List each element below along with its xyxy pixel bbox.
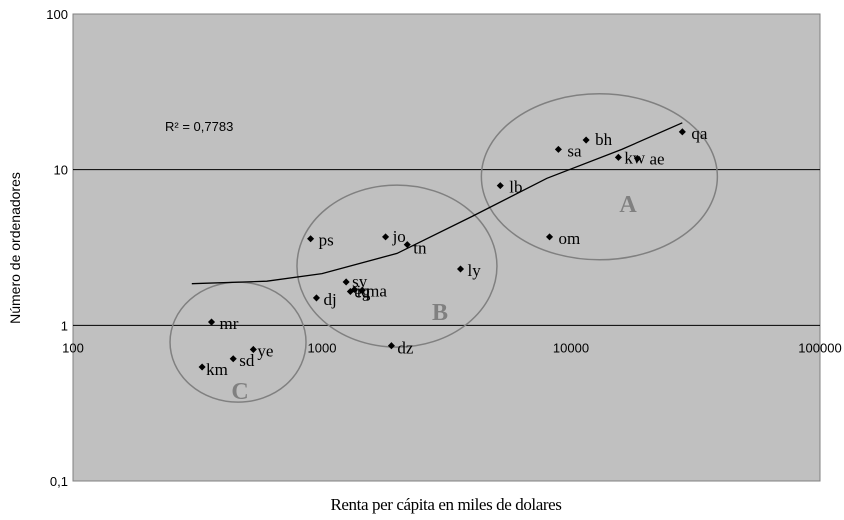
data-point-sd — [229, 355, 237, 363]
point-label-bh: bh — [595, 130, 613, 149]
data-point-dj — [312, 294, 320, 302]
x-tick-label: 100000 — [798, 340, 841, 355]
x-tick-label: 10000 — [553, 340, 589, 355]
x-tick-label: 100 — [62, 340, 84, 355]
point-label-km: km — [206, 360, 228, 379]
data-point-ly — [456, 265, 465, 273]
point-label-dz: dz — [397, 339, 414, 358]
y-tick-label: 0,1 — [50, 474, 68, 489]
point-label-sd: sd — [239, 351, 255, 370]
data-point-sa — [554, 145, 562, 153]
data-point-bh — [582, 136, 590, 144]
group-label-a: A — [619, 192, 637, 218]
point-label-ps: ps — [319, 231, 334, 250]
data-point-jo — [382, 233, 390, 241]
plot-area — [72, 13, 821, 482]
data-point-lb — [496, 182, 504, 190]
data-point-qa — [678, 128, 686, 136]
point-label-ye: ye — [257, 341, 273, 360]
point-label-ae: ae — [650, 149, 665, 168]
point-label-lb: lb — [509, 178, 522, 197]
y-tick-label: 1 — [61, 318, 68, 333]
group-ellipse-b — [296, 184, 498, 348]
y-tick-label: 10 — [54, 163, 68, 178]
data-point-sy — [342, 278, 350, 286]
point-label-ma: ma — [366, 281, 387, 300]
data-point-mr — [207, 318, 216, 326]
data-point-kw — [614, 153, 622, 161]
group-label-b: B — [432, 300, 448, 326]
x-axis-title: Renta per cápita en miles de dolares — [330, 495, 561, 514]
data-point-tn — [403, 241, 411, 249]
data-point-dz — [387, 342, 395, 350]
point-label-sa: sa — [567, 141, 582, 160]
point-label-sy: sy — [352, 272, 368, 291]
group-label-c: C — [231, 379, 248, 405]
point-label-jo: jo — [392, 227, 406, 246]
data-point-ps — [307, 235, 315, 243]
point-label-ly: ly — [468, 261, 482, 280]
trendline — [191, 122, 683, 285]
point-label-dj: dj — [323, 290, 336, 309]
point-label-mr: mr — [220, 314, 239, 333]
data-point-eg — [346, 287, 354, 296]
point-label-tn: tn — [413, 239, 427, 258]
data-point-ma — [358, 286, 366, 294]
x-tick-label: 1000 — [308, 340, 337, 355]
data-point-km — [198, 363, 206, 371]
data-point-om — [546, 233, 554, 241]
y-axis-title: Número de ordenadores — [7, 172, 23, 324]
point-label-qa: qa — [691, 124, 708, 143]
y-tick-label: 100 — [46, 7, 68, 22]
r2-label: R² = 0,7783 — [165, 119, 233, 134]
point-label-om: om — [559, 229, 581, 248]
group-ellipse-a — [480, 93, 719, 261]
data-point-ye — [249, 345, 257, 353]
data-point-ae — [633, 154, 642, 163]
